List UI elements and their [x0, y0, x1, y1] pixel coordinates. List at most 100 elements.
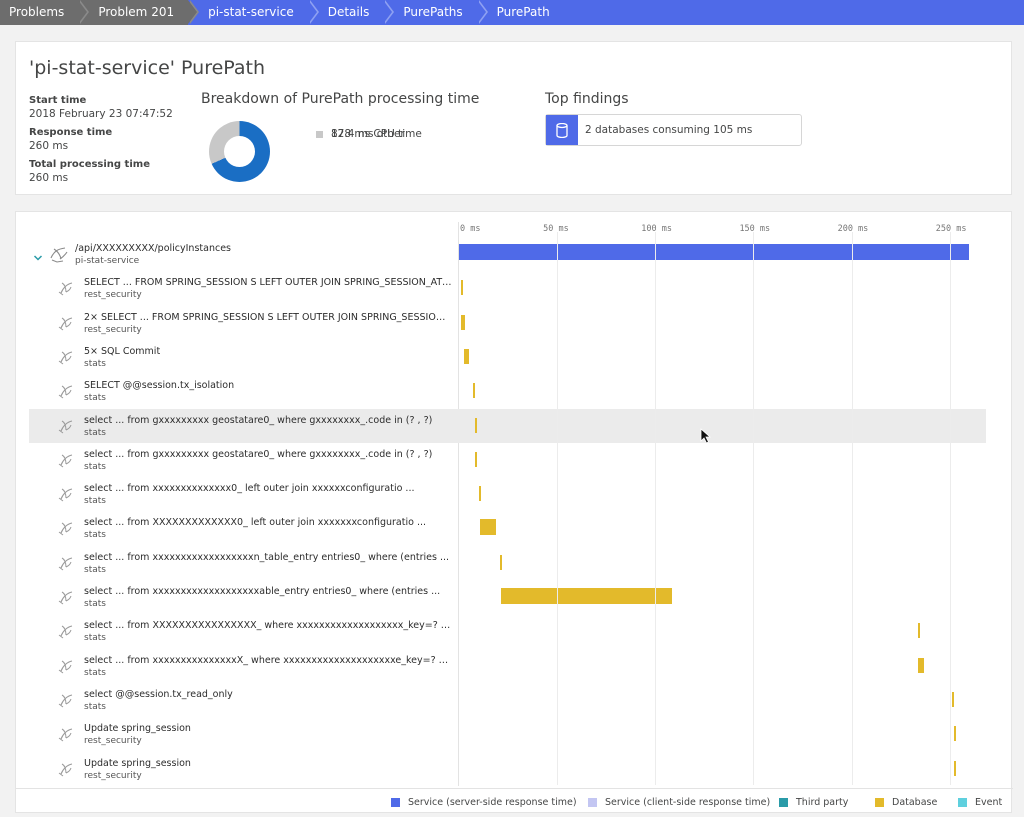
breadcrumb: Problems Problem 201 pi-stat-service Det…: [0, 0, 1024, 25]
call-name[interactable]: select @@session.tx_read_only: [84, 688, 233, 700]
call-name[interactable]: select ... from xxxxxxxxxxxxxx0_ left ou…: [84, 483, 415, 495]
database-call-row[interactable]: select ... from xxxxxxxxxxxxxxxxxxn_tabl…: [29, 546, 986, 580]
call-name[interactable]: SELECT ... FROM SPRING_SESSION S LEFT OU…: [84, 277, 452, 289]
database-call-icon: [57, 314, 75, 332]
call-subtitle: stats: [84, 564, 106, 575]
expand-chevron-icon[interactable]: [33, 248, 43, 261]
service-icon: [49, 245, 68, 263]
breadcrumb-problem-201[interactable]: Problem 201: [78, 0, 199, 25]
database-call-row[interactable]: select @@session.tx_read_only stats: [29, 683, 986, 717]
call-name[interactable]: 5× SQL Commit: [84, 345, 161, 357]
call-subtitle: rest_security: [84, 736, 142, 747]
call-name[interactable]: 2× SELECT ... FROM SPRING_SESSION S LEFT…: [84, 311, 452, 323]
call-subtitle: stats: [84, 427, 106, 438]
database-timing-bar[interactable]: [479, 519, 497, 536]
time-tick-label: 150 ms: [739, 224, 771, 234]
database-call-icon: [57, 725, 75, 743]
database-timing-bar[interactable]: [478, 486, 481, 502]
database-timing-bar[interactable]: [460, 280, 463, 296]
database-call-row[interactable]: SELECT ... FROM SPRING_SESSION S LEFT OU…: [29, 271, 986, 305]
call-subtitle: stats: [84, 633, 106, 644]
database-timing-bar[interactable]: [953, 760, 956, 776]
database-call-icon: [57, 588, 75, 606]
service-row[interactable]: /api/XXXXXXXXX/policyInstances pi-stat-se…: [29, 237, 986, 271]
database-timing-bar[interactable]: [500, 554, 503, 570]
legend-swatch: [779, 798, 788, 807]
database-call-row[interactable]: 2× SELECT ... FROM SPRING_SESSION S LEFT…: [29, 306, 986, 340]
time-scale: 0 ms 50 ms 100 ms 150 ms 200 ms 250 ms: [459, 222, 989, 238]
database-call-row[interactable]: Update spring_session rest_security: [29, 752, 986, 786]
database-timing-bar[interactable]: [474, 451, 477, 467]
breadcrumb-problems[interactable]: Problems: [0, 0, 90, 25]
start-time-value: 2018 February 23 07:47:52: [29, 108, 173, 120]
call-name[interactable]: select ... from xxxxxxxxxxxxxxxX_ where …: [84, 654, 452, 666]
database-call-row[interactable]: select ... from XXXXXXXXXXXXXXXX_ where …: [29, 614, 986, 648]
call-name[interactable]: select ... from XXXXXXXXXXXXX0_ left out…: [84, 517, 426, 529]
database-call-icon: [57, 657, 75, 675]
database-call-icon: [57, 279, 75, 297]
call-name[interactable]: Update spring_session: [84, 723, 191, 735]
time-tick-label: 100 ms: [641, 224, 672, 234]
response-time-value: 260 ms: [29, 140, 69, 152]
database-timing-bar[interactable]: [501, 588, 672, 604]
call-name[interactable]: select ... from XXXXXXXXXXXXXXXX_ where …: [84, 620, 452, 632]
column-divider: [458, 222, 459, 786]
database-call-row[interactable]: SELECT @@session.tx_isolation stats: [29, 374, 986, 408]
call-subtitle: stats: [84, 701, 106, 712]
call-name[interactable]: Update spring_session: [84, 757, 191, 769]
other-time-label: 82.4 ms other: [331, 128, 405, 140]
start-time-label: Start time: [29, 95, 87, 106]
breakdown-title: Breakdown of PurePath processing time: [201, 91, 480, 107]
call-name[interactable]: select ... from gxxxxxxxxx geostatare0_ …: [84, 448, 433, 460]
call-subtitle: stats: [84, 461, 106, 472]
database-call-row[interactable]: 5× SQL Commit stats: [29, 340, 986, 374]
time-gridline: [557, 232, 559, 785]
database-timing-bar[interactable]: [474, 417, 477, 433]
purepath-waterfall: 0 ms 50 ms 100 ms 150 ms 200 ms 250 ms /api/X…: [15, 211, 1013, 813]
call-subtitle: stats: [84, 358, 106, 369]
database-call-row[interactable]: select ... from xxxxxxxxxxxxxx0_ left ou…: [29, 477, 986, 511]
database-call-row[interactable]: select ... from xxxxxxxxxxxxxxxX_ where …: [29, 649, 986, 683]
database-call-row[interactable]: Update spring_session rest_security: [29, 717, 986, 751]
database-call-icon: [57, 348, 75, 366]
call-name[interactable]: select ... from xxxxxxxxxxxxxxxxxxn_tabl…: [84, 551, 450, 563]
database-call-row[interactable]: select ... from xxxxxxxxxxxxxxxxxxxable_…: [29, 580, 986, 614]
database-call-icon: [57, 760, 75, 778]
legend-item: Service (server-side response time): [391, 797, 577, 808]
call-subtitle: rest_security: [84, 290, 142, 301]
call-name[interactable]: select ... from xxxxxxxxxxxxxxxxxxxable_…: [84, 586, 441, 597]
database-call-icon: [57, 519, 75, 537]
database-call-icon: [57, 622, 75, 640]
database-call-row[interactable]: select ... from XXXXXXXXXXXXX0_ left out…: [29, 511, 986, 545]
time-gridline: [655, 232, 657, 785]
database-timing-bar[interactable]: [918, 657, 925, 673]
call-name[interactable]: SELECT @@session.tx_isolation: [84, 380, 235, 392]
total-processing-label: Total processing time: [29, 159, 150, 170]
total-processing-value: 260 ms: [29, 172, 69, 184]
database-call-row[interactable]: select ... from gxxxxxxxxx geostatare0_ …: [29, 408, 986, 443]
legend-label: Event: [975, 797, 1003, 808]
database-icon: [546, 115, 578, 145]
cpu-time-label: 178 ms CPU time: [331, 128, 422, 140]
finding-databases-button[interactable]: 2 databases consuming 105 ms: [545, 114, 802, 146]
call-subtitle: stats: [84, 599, 106, 609]
call-subtitle: rest_security: [84, 324, 142, 335]
database-call-icon: [57, 691, 75, 709]
database-timing-bar[interactable]: [463, 348, 469, 364]
service-timing-bar[interactable]: [459, 244, 970, 260]
time-tick-label: 250 ms: [935, 224, 967, 234]
breadcrumb-purepaths[interactable]: PurePaths: [383, 0, 488, 25]
page-title: 'pi-stat-service' PurePath: [29, 57, 266, 79]
database-timing-bar[interactable]: [460, 314, 465, 330]
database-timing-bar[interactable]: [472, 383, 475, 399]
breadcrumb-service[interactable]: pi-stat-service: [188, 0, 319, 25]
time-gridline: [753, 232, 755, 785]
legend-swatch: [875, 798, 884, 807]
database-call-row[interactable]: select ... from gxxxxxxxxx geostatare0_ …: [29, 443, 986, 477]
breadcrumb-details[interactable]: Details: [308, 0, 394, 25]
call-name[interactable]: select ... from gxxxxxxxxx geostatare0_ …: [84, 414, 433, 426]
database-timing-bar[interactable]: [918, 623, 921, 639]
database-timing-bar[interactable]: [951, 691, 954, 707]
database-timing-bar[interactable]: [953, 726, 956, 742]
call-name[interactable]: /api/XXXXXXXXX/policyInstances: [75, 243, 231, 254]
